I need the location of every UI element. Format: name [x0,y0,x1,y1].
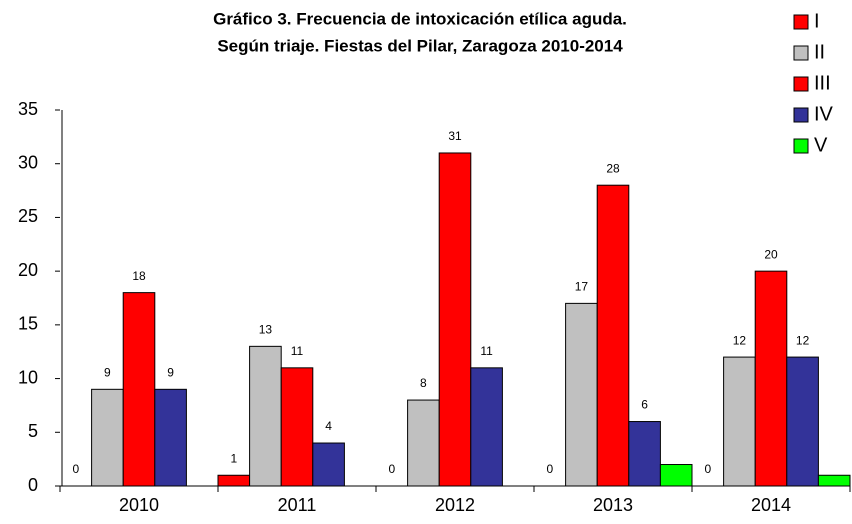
x-tick-label: 2014 [751,495,791,515]
x-tick-label: 2013 [593,495,633,515]
bar [470,367,503,487]
bar [407,399,440,487]
bar [659,464,693,487]
bar [249,345,282,487]
y-tick-label: 25 [18,206,38,226]
data-label: 13 [259,323,273,337]
data-label: 31 [448,129,462,143]
data-label: 12 [796,333,810,347]
y-tick-label: 30 [18,152,38,172]
x-tick-label: 2011 [278,495,317,515]
x-tick-label: 2010 [119,495,159,515]
x-tick-label: 2012 [435,495,475,515]
bar [438,152,472,487]
data-label: 0 [704,462,711,476]
data-label: 11 [480,344,493,358]
data-label: 28 [606,161,620,175]
y-tick-label: 15 [18,314,38,334]
bar [628,421,661,487]
legend-label: III [814,72,831,94]
bar [723,356,756,487]
bar [154,388,187,487]
y-tick-label: 5 [28,421,38,441]
bar [817,474,851,487]
bar [754,270,788,487]
bar [217,474,251,487]
data-label: 6 [641,398,648,412]
chart-title: Según triaje. Fiestas del Pilar, Zaragoz… [217,36,623,55]
bar [91,388,124,487]
data-label: 0 [546,462,553,476]
data-label: 9 [104,365,111,379]
data-label: 8 [420,376,427,390]
data-label: 12 [733,333,747,347]
legend-label: IV [814,103,834,125]
legend-swatch [793,107,809,123]
legend-label: V [814,134,828,156]
data-label: 9 [167,365,174,379]
data-label: 1 [230,451,237,465]
bar [312,442,345,487]
bar [596,184,630,487]
data-label: 11 [291,344,304,358]
legend-swatch [793,45,809,61]
legend-label: I [814,10,820,32]
bar [122,292,156,487]
data-label: 4 [325,419,332,433]
data-label: 17 [575,280,589,294]
legend-swatch [793,14,809,30]
data-label: 0 [72,462,79,476]
data-label: 18 [132,269,146,283]
y-tick-label: 0 [28,475,38,495]
legend-swatch [793,76,809,92]
bar [565,302,598,487]
y-tick-label: 35 [18,99,38,119]
legend-swatch [793,138,809,154]
data-label: 0 [388,462,395,476]
legend-label: II [814,41,825,63]
bar [786,356,819,487]
chart-title: Gráfico 3. Frecuencia de intoxicación et… [213,9,627,28]
y-tick-label: 10 [18,367,38,387]
bar [280,367,314,487]
y-tick-label: 20 [18,260,38,280]
data-label: 20 [764,247,778,261]
